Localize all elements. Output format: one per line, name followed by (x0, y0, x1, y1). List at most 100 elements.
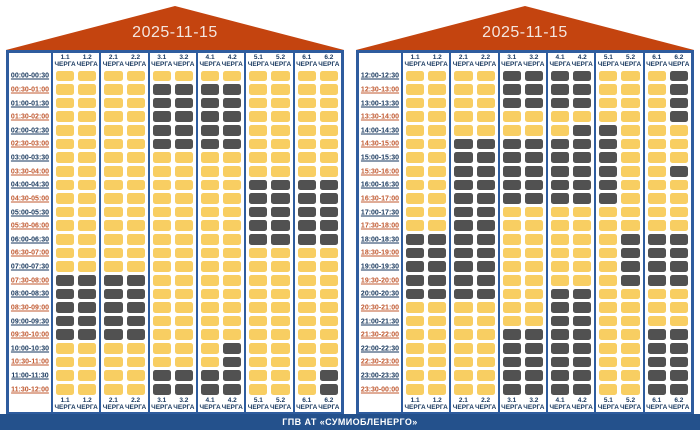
slot-cell-on (502, 302, 521, 313)
queue-group: 3.1 ЧЕРГА 3.2 ЧЕРГА (497, 53, 546, 69)
queue-group (449, 109, 497, 124)
queue-group (545, 287, 594, 301)
queue-group (147, 218, 196, 233)
slot-cell-on (56, 125, 75, 136)
slot-cell-off (599, 138, 618, 150)
time-label: 21:00-21:30 (360, 318, 400, 326)
queue-group (292, 205, 341, 219)
time-row: 11:00-11:30 (9, 368, 341, 383)
slot-cell-off (621, 247, 640, 259)
queue-group (642, 150, 691, 165)
slot-cell-on (200, 288, 220, 300)
queue-number-label: 6.2 (674, 397, 684, 404)
slot-cell-off (647, 383, 666, 395)
queue-word-label: ЧЕРГА (318, 404, 340, 412)
queue-header: 3.2 ЧЕРГА (173, 396, 195, 412)
queue-number-label: 2.1 (458, 54, 468, 61)
queue-group (594, 164, 642, 178)
slot-cell-on (126, 206, 145, 218)
slot-cell-on (104, 97, 123, 109)
slot-cell-on (126, 84, 145, 95)
time-row: 18:00-18:30 (359, 232, 691, 247)
time-cell: 12:00-12:30 (359, 69, 401, 83)
slot-cell-on (297, 247, 316, 259)
slot-cell-off (669, 84, 688, 95)
slot-cell-on (297, 152, 316, 163)
queue-group (292, 191, 341, 206)
queue-header: 5.1 ЧЕРГА (597, 53, 619, 69)
slot-cell-on (502, 315, 521, 327)
queue-word-label: ЧЕРГА (102, 404, 125, 412)
queue-header: 2.2 ЧЕРГА (125, 53, 147, 69)
queue-number-label: 3.1 (507, 54, 517, 61)
queue-group (99, 300, 147, 315)
time-cell: 10:00-10:30 (9, 342, 51, 356)
slot-cell-on (271, 288, 290, 300)
slot-cell-on (56, 193, 75, 204)
slot-cell-off (599, 125, 618, 136)
queue-group (244, 382, 292, 396)
slot-cell-on (78, 165, 97, 177)
slot-cell-on (599, 288, 618, 300)
queue-group (449, 191, 497, 206)
slot-cell-on (428, 97, 447, 109)
time-cell: 19:00-19:30 (359, 260, 401, 274)
slot-cell-on (454, 383, 473, 395)
queue-header: 4.1 ЧЕРГА (549, 53, 571, 69)
slot-cell-on (126, 370, 145, 381)
queue-group (51, 232, 99, 247)
queue-group (642, 314, 691, 328)
slot-cell-on (249, 84, 268, 95)
slot-cell-on (152, 70, 171, 82)
slot-cell-on (126, 261, 145, 272)
slot-cell-on (223, 288, 242, 300)
slot-cell-off (174, 383, 193, 395)
slot-cell-on (621, 179, 640, 191)
slot-cell-on (428, 220, 447, 231)
slot-cell-on (524, 234, 543, 245)
slot-cell-on (271, 165, 290, 177)
queue-group (401, 191, 449, 206)
time-cell: 16:00-16:30 (359, 178, 401, 192)
slot-cell-on (249, 383, 268, 395)
queue-group (195, 355, 244, 369)
slot-cell-off (476, 247, 495, 259)
slot-cell-on (319, 343, 338, 354)
queue-number-label: 1.1 (410, 54, 420, 61)
time-label: 14:30-15:00 (360, 140, 400, 148)
slot-cell-on (223, 274, 242, 286)
queue-group (195, 178, 244, 192)
time-cell: 00:30-01:00 (9, 83, 51, 97)
queue-group: 5.1 ЧЕРГА 5.2 ЧЕРГА (594, 396, 642, 412)
queue-header: 1.1 ЧЕРГА (404, 396, 426, 412)
queue-group (594, 82, 642, 97)
queue-group (51, 191, 99, 206)
slot-cell-on (200, 356, 220, 368)
time-cell: 13:30-14:00 (359, 110, 401, 124)
slot-cell-on (126, 383, 145, 395)
slot-cell-off (573, 179, 592, 191)
slot-cell-on (599, 329, 618, 340)
queue-word-label: ЧЕРГА (597, 404, 619, 412)
slot-cell-on (647, 206, 666, 218)
queue-group (401, 341, 449, 356)
slot-cell-on (152, 179, 171, 191)
slot-cell-on (502, 111, 521, 122)
slot-cell-on (428, 111, 447, 122)
slot-cell-on (78, 206, 97, 218)
time-label: 16:30-17:00 (360, 195, 400, 203)
queue-word-label: ЧЕРГА (523, 61, 545, 69)
queue-group (642, 82, 691, 97)
slot-cell-on (200, 247, 220, 259)
queue-group (401, 287, 449, 301)
slot-cell-on (647, 138, 666, 150)
queue-group (147, 96, 196, 110)
queue-number-label: 3.2 (529, 54, 539, 61)
time-cell: 03:00-03:30 (9, 151, 51, 165)
slot-cell-on (621, 84, 640, 95)
slot-cell-on (104, 138, 123, 150)
queue-group (99, 382, 147, 396)
queue-group (292, 232, 341, 247)
queue-group (292, 164, 341, 178)
slot-cell-off (78, 329, 97, 340)
